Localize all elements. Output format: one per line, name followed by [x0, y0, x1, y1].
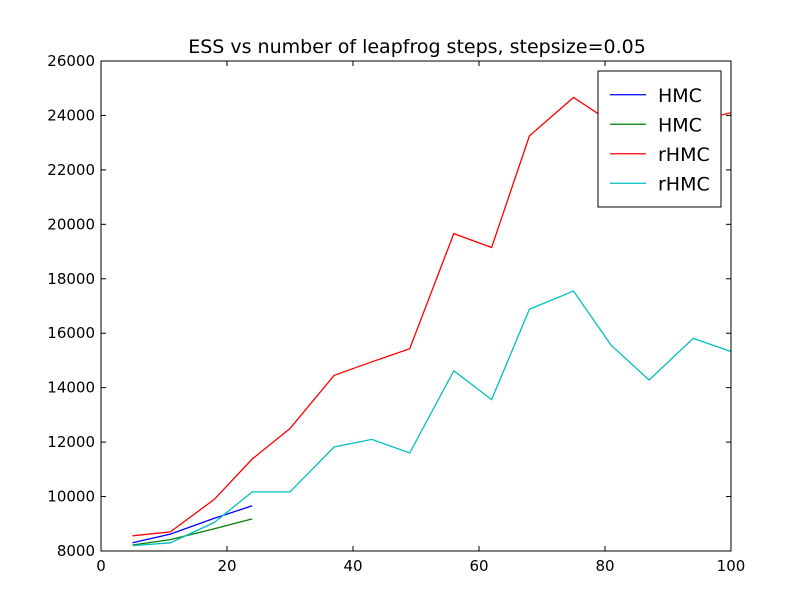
- y-tick-label: 10000: [47, 488, 95, 506]
- legend-label: rHMC: [658, 173, 710, 195]
- series-line-2: [132, 518, 253, 546]
- legend-box: [597, 70, 722, 208]
- axis-ticks: 0 20 40 60 80 100 8000 10000 12000 14000 16000 1800…: [47, 52, 745, 575]
- legend-label: rHMC: [658, 144, 710, 166]
- y-tick-label: 14000: [47, 379, 95, 397]
- x-tick-label: 40: [343, 557, 362, 575]
- y-tick-label: 12000: [47, 433, 95, 451]
- x-tick-label: 100: [717, 557, 746, 575]
- x-tick-label: 80: [595, 557, 614, 575]
- legend-label: HMC: [658, 114, 702, 136]
- series-line-1: [132, 505, 253, 544]
- y-tick-label: 18000: [47, 270, 95, 288]
- y-tick-label: 20000: [47, 215, 95, 233]
- y-tick-label: 16000: [47, 324, 95, 342]
- series-line-4: [132, 290, 731, 547]
- legend: HMC HMC rHMC rHMC: [597, 70, 722, 208]
- chart-title: ESS vs number of leapfrog steps, stepsiz…: [188, 36, 646, 58]
- y-tick-label: 8000: [57, 542, 95, 560]
- y-tick-label: 22000: [47, 161, 95, 179]
- y-tick-label: 24000: [47, 106, 95, 124]
- plot-frame: [100, 60, 732, 552]
- x-tick-label: 20: [217, 557, 236, 575]
- x-tick-label: 60: [469, 557, 488, 575]
- legend-label: HMC: [658, 85, 702, 107]
- x-tick-label: 0: [96, 557, 106, 575]
- y-tick-label: 26000: [47, 52, 95, 70]
